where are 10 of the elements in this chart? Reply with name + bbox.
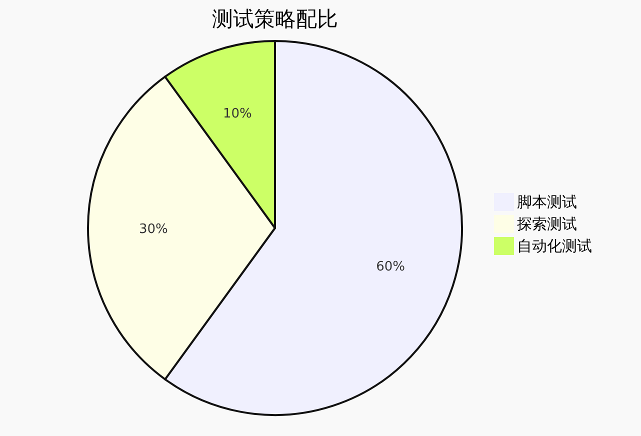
- data-label: 60%: [376, 260, 406, 275]
- slice-label: 脚本测试: [517, 193, 577, 211]
- legend-label: 自动化测试: [517, 237, 592, 255]
- data-label: 30%: [138, 222, 168, 237]
- chart-title: 测试策略配比: [212, 7, 338, 31]
- legend-item: 自动化测试: [494, 237, 592, 255]
- data-label: 10%: [222, 106, 252, 122]
- legend-item: 脚本测试: [494, 193, 577, 211]
- legend-item: 探索测试: [494, 215, 577, 233]
- legend-label: 探索测试: [517, 215, 577, 233]
